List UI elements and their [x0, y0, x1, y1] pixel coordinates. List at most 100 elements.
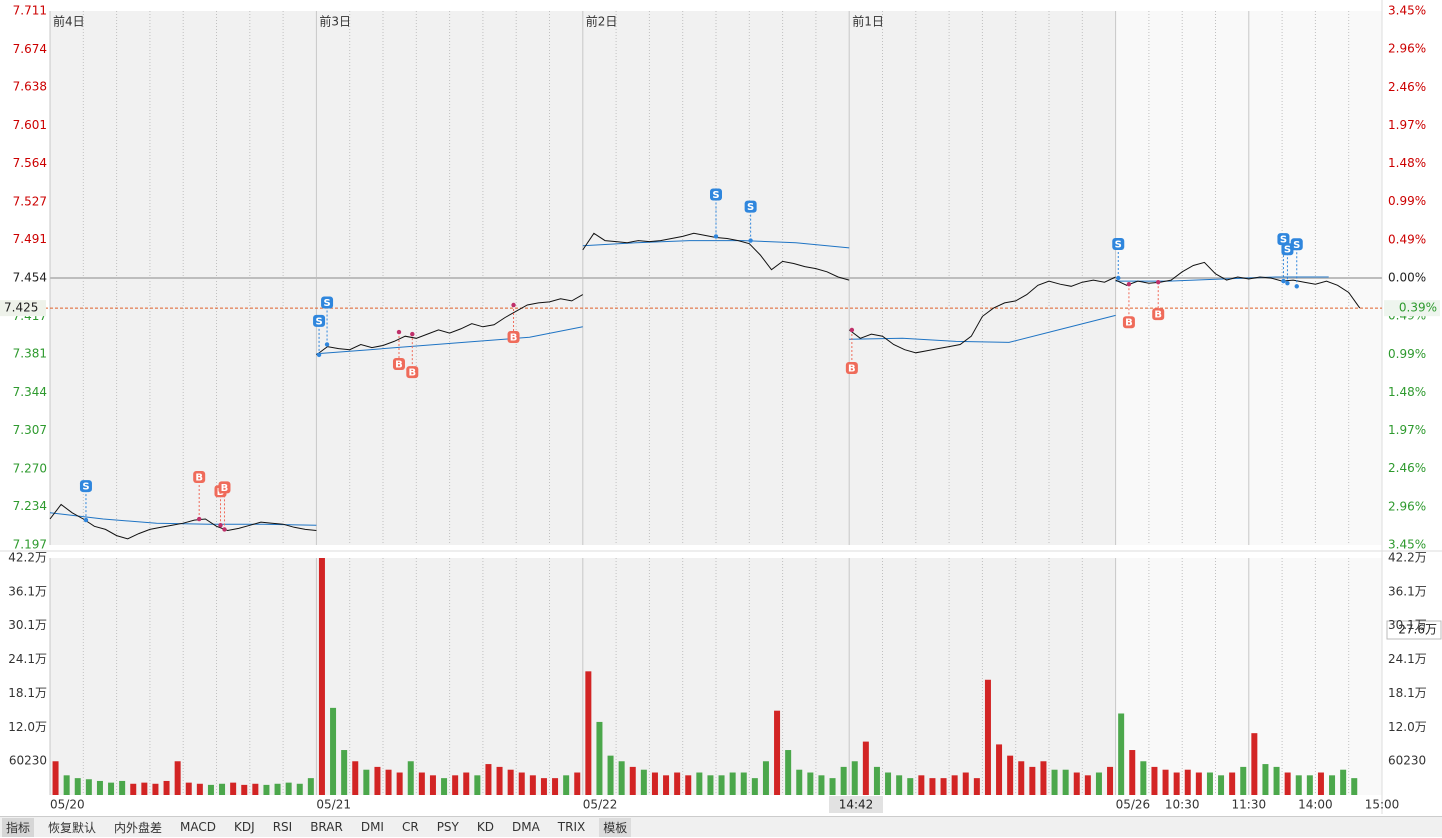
y2-tick-label: 2.96%	[1388, 500, 1426, 514]
volume-bar	[1051, 769, 1058, 795]
indicator-tab[interactable]: 恢复默认	[48, 820, 97, 835]
x-tick-label: 10:30	[1165, 798, 1200, 812]
trade-type: B	[848, 363, 856, 374]
indicator-tab[interactable]: MACD	[180, 820, 217, 834]
trade-point	[196, 516, 202, 522]
x-tick-label: 15:00	[1365, 798, 1400, 812]
trade-badge	[193, 471, 206, 484]
volume-bar	[318, 558, 325, 795]
volume-bar	[1262, 764, 1269, 795]
volume-bar	[1306, 775, 1313, 795]
volume-bar	[574, 772, 581, 795]
volume-bar	[629, 766, 636, 795]
volume-bar	[651, 772, 658, 795]
trade-type: B	[408, 368, 416, 379]
volume-bar	[1073, 772, 1080, 795]
indicator-tab[interactable]: CR	[401, 820, 419, 834]
volume-bar	[441, 778, 448, 795]
indicator-tab[interactable]: BRAR	[310, 820, 343, 834]
volume-bar	[407, 761, 414, 795]
indicator-tab[interactable]: DMI	[360, 820, 384, 834]
volume-tick-label: 30.1万	[8, 618, 47, 632]
indicator-tab[interactable]: 模板	[599, 817, 632, 837]
trade-badge	[1277, 233, 1290, 246]
volume-bar	[85, 779, 92, 795]
volume-bar	[185, 782, 192, 795]
volume-bar	[119, 780, 126, 795]
volume-bar	[1251, 733, 1258, 795]
trade-type: B	[1125, 318, 1133, 329]
volume-bar	[163, 780, 170, 795]
volume-bar	[363, 769, 370, 795]
y-tick-label: 7.197	[13, 538, 47, 552]
y-tick-label: 7.601	[13, 118, 47, 132]
volume-bar	[540, 778, 547, 795]
volume-bar	[207, 784, 214, 795]
volume-bar	[463, 772, 470, 795]
volume-bar	[1206, 772, 1213, 795]
trade-badge	[744, 200, 757, 213]
volume-bar	[219, 783, 226, 795]
volume-bar	[96, 780, 103, 795]
trade-badge	[507, 331, 520, 344]
indicator-tab[interactable]: KDJ	[234, 820, 255, 834]
volume-bar	[230, 782, 237, 795]
volume-bar	[507, 769, 514, 795]
trade-type: S	[1280, 235, 1287, 246]
volume-bar	[174, 761, 181, 795]
trade-point	[410, 331, 415, 337]
indicator-tab[interactable]: RSI	[272, 820, 293, 834]
volume-bar	[707, 775, 714, 795]
volume-bar	[130, 783, 137, 795]
trade-point	[83, 517, 89, 523]
volume-bar	[862, 741, 869, 795]
y-tick-label: 7.711	[13, 4, 47, 18]
y2-tick-label: 1.97%	[1388, 423, 1426, 437]
volume-bar	[840, 766, 847, 795]
indicator-tab[interactable]: DMA	[511, 820, 540, 834]
volume-bar	[352, 761, 359, 795]
volume-bar	[1329, 775, 1336, 795]
volume-bar	[108, 782, 115, 795]
cursor-time: 14:42	[839, 798, 874, 812]
indicator-tab[interactable]: 指标	[2, 817, 35, 837]
volume-tick-label: 36.1万	[8, 584, 47, 598]
y2-tick-label: 3.45%	[1388, 538, 1426, 552]
indicator-tab[interactable]: KD	[476, 820, 494, 834]
y-tick-label: 7.527	[13, 195, 47, 209]
average-line	[849, 314, 1116, 343]
trade-type: S	[1284, 245, 1291, 256]
indicator-tab[interactable]: 内外盘差	[114, 820, 163, 835]
trade-point	[713, 234, 719, 239]
trade-badge	[392, 358, 405, 371]
volume-bar	[1351, 778, 1358, 795]
volume-bar	[418, 772, 425, 795]
indicator-tab[interactable]: PSY	[436, 820, 459, 834]
y2-tick-label: 0.49%	[1388, 233, 1426, 247]
volume-bar	[452, 775, 459, 795]
volume-bar	[873, 766, 880, 795]
volume-bar	[1084, 775, 1091, 795]
y-tick-label: 7.344	[13, 385, 47, 399]
y2-tick-label: 3.45%	[1388, 4, 1426, 18]
volume-bar	[529, 775, 536, 795]
indicator-tab[interactable]: TRIX	[557, 820, 586, 834]
trade-type: S	[82, 482, 89, 493]
volume-bar	[1007, 755, 1014, 795]
volume-bar	[385, 769, 392, 795]
volume-bar	[474, 775, 481, 795]
x-tick-label: 05/21	[316, 798, 351, 812]
volume-tick-label-right: 18.1万	[1388, 686, 1427, 700]
volume-bar	[918, 775, 925, 795]
trade-badge	[321, 296, 334, 309]
volume-bar	[751, 778, 758, 795]
volume-bar	[63, 775, 70, 795]
y2-tick-label: 1.48%	[1388, 156, 1426, 170]
trade-type: S	[712, 190, 719, 201]
trade-point	[218, 523, 223, 528]
y2-tick-label: 1.97%	[1388, 118, 1426, 132]
volume-bar	[374, 766, 381, 795]
volume-tick-label-right: 24.1万	[1388, 652, 1427, 666]
volume-tick-label: 60230	[9, 754, 47, 768]
